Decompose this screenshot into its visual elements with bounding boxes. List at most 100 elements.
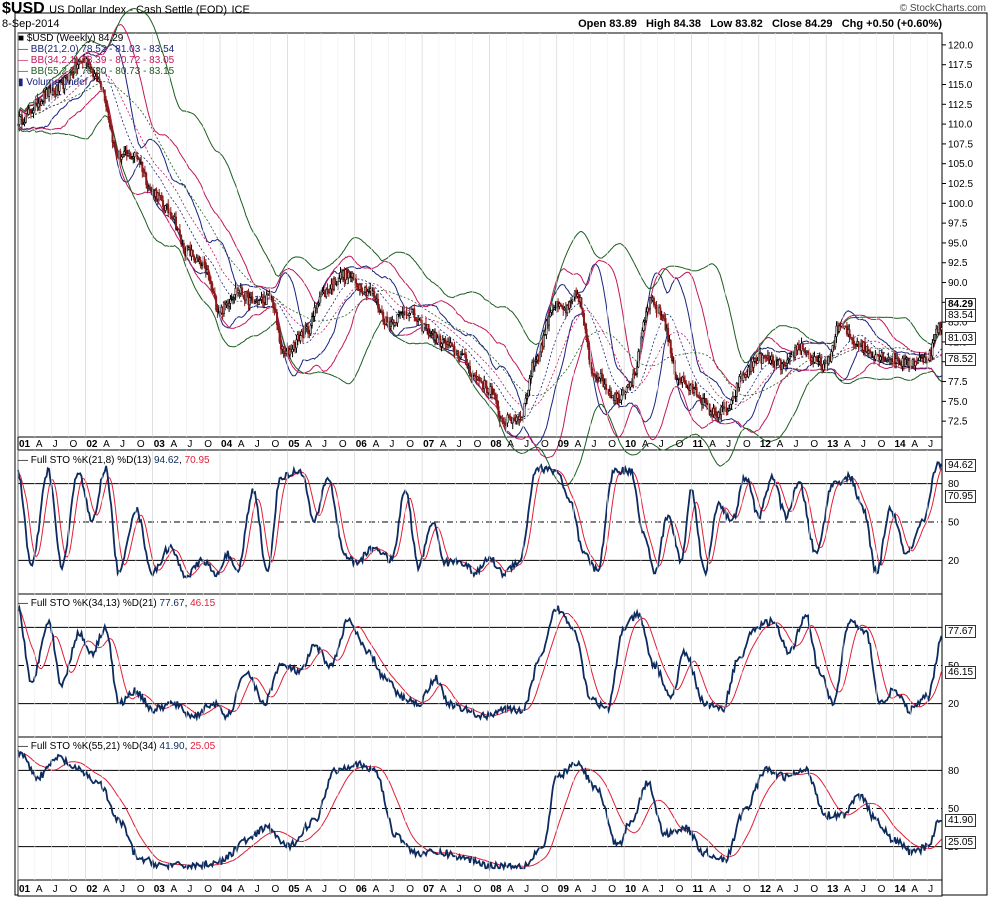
candle-body <box>869 350 872 353</box>
time-axis-label: J <box>928 439 933 450</box>
candle-body <box>581 307 584 314</box>
candle-body <box>781 363 784 370</box>
candle-body <box>830 351 833 362</box>
candle-body <box>309 324 312 335</box>
candle-body <box>439 335 442 347</box>
candle-body <box>895 358 898 364</box>
candle-body <box>764 355 767 358</box>
legend-sto2: — Full STO %K(34,13) %D(21) 77.67, 46.15 <box>18 598 216 609</box>
time-axis-label: O <box>339 884 347 895</box>
candle-body <box>137 158 140 160</box>
candle-body <box>493 393 496 396</box>
candle-body <box>453 345 456 356</box>
candle-body <box>76 64 79 69</box>
time-axis-label: 02 <box>86 884 98 895</box>
candle-body <box>389 321 392 327</box>
time-axis-top <box>17 436 943 451</box>
candle-body <box>702 398 705 406</box>
candle-body <box>772 355 775 365</box>
candle-body <box>32 110 35 114</box>
stoch-3-d-line <box>17 750 942 868</box>
badge-sto1-d: 70.95 <box>945 490 977 503</box>
candle-body <box>233 294 236 298</box>
legend-sto1: — Full STO %K(21,8) %D(13) 94.62, 70.95 <box>18 455 210 466</box>
time-axis-label: O <box>608 439 616 450</box>
candle-body <box>31 112 34 114</box>
candle-body <box>787 358 790 361</box>
candle-body <box>414 317 417 322</box>
candle-body <box>107 109 110 121</box>
time-axis-label: 04 <box>221 439 233 450</box>
time-axis-label: 02 <box>86 439 98 450</box>
candle-body <box>59 81 62 84</box>
candle-body <box>933 334 936 341</box>
candle-body <box>141 161 144 172</box>
candle-body <box>822 363 825 371</box>
price-tick-label: 110.0 <box>948 120 973 131</box>
candle-body <box>731 396 734 401</box>
candle-body <box>171 216 174 219</box>
time-axis-label: 12 <box>760 884 772 895</box>
candle-body <box>730 400 733 405</box>
candle-body <box>513 417 516 420</box>
candle-body <box>156 192 159 200</box>
candle-body <box>441 338 444 345</box>
candle-body <box>164 205 167 211</box>
candle-body <box>807 350 810 353</box>
candle-body <box>362 291 365 294</box>
candle-body <box>110 126 113 131</box>
stoch-tick-label: 20 <box>948 556 960 567</box>
candle-body <box>738 376 741 388</box>
candle-body <box>92 69 95 77</box>
candle-body <box>119 151 122 160</box>
candle-body <box>120 156 123 160</box>
candle-body <box>427 324 430 336</box>
time-axis-label: O <box>810 439 818 450</box>
candle-body <box>248 297 251 306</box>
time-axis-label: A <box>911 439 918 450</box>
price-tick-label: 117.5 <box>948 60 973 71</box>
candle-body <box>207 269 210 275</box>
time-axis-label: 14 <box>895 439 907 450</box>
time-axis-label: 03 <box>154 884 166 895</box>
price-tick-label: 77.5 <box>948 377 968 388</box>
candle-body <box>457 351 460 358</box>
candle-body <box>86 58 89 68</box>
candle-body <box>313 307 316 317</box>
chg-label: Chg <box>841 18 864 30</box>
candle-body <box>393 322 396 326</box>
candle-body <box>377 298 380 309</box>
candle-body <box>40 100 43 106</box>
chg-value: +0.50 (+0.60%) <box>866 18 942 30</box>
candle-body <box>575 290 578 297</box>
candle-body <box>617 393 620 403</box>
candle-body <box>444 338 447 345</box>
time-axis-label: O <box>676 439 684 450</box>
candle-body <box>288 348 291 356</box>
candle-body <box>469 366 472 376</box>
candle-body <box>72 72 75 75</box>
badge-bb-upper: 83.54 <box>945 309 977 322</box>
candle-body <box>99 80 102 88</box>
time-axis-label: O <box>204 884 212 895</box>
candle-body <box>585 328 588 340</box>
candle-body <box>360 284 363 293</box>
candle-body <box>212 291 215 294</box>
candle-body <box>138 159 141 164</box>
candle-body <box>580 297 583 309</box>
time-axis-label: A <box>575 884 582 895</box>
time-axis-label: A <box>844 439 851 450</box>
candle-body <box>285 350 288 354</box>
candle-body <box>713 408 716 412</box>
time-axis-label: A <box>642 884 649 895</box>
candle-body <box>27 108 30 115</box>
candle-body <box>241 287 244 296</box>
price-panel-frame <box>17 32 943 438</box>
time-axis-label: A <box>440 439 447 450</box>
time-axis-label: A <box>36 884 43 895</box>
candle-body <box>89 64 92 73</box>
candle-body <box>794 347 797 358</box>
candle-body <box>278 329 281 343</box>
candle-body <box>428 332 431 336</box>
